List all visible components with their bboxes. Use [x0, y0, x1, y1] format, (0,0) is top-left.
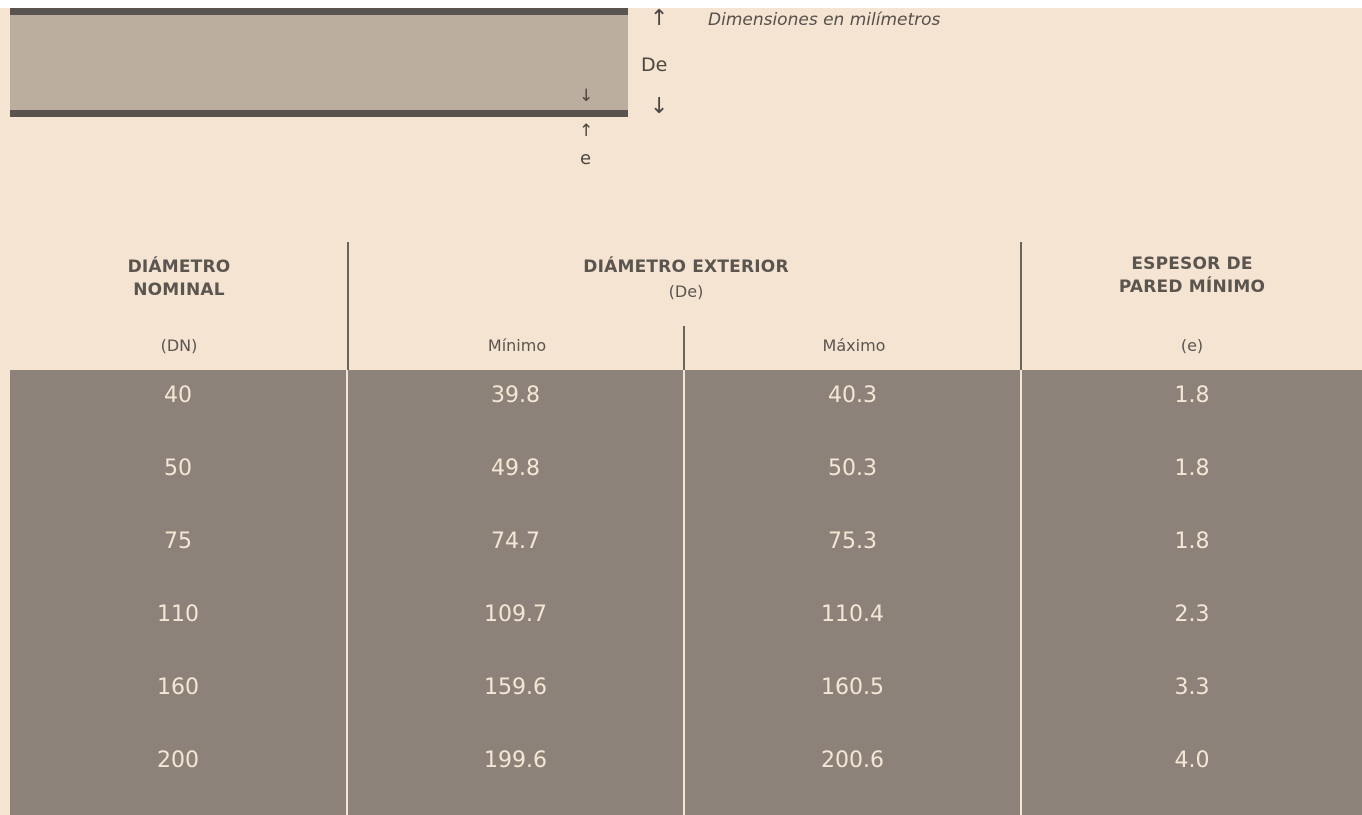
cell-dn: 50 [164, 456, 192, 481]
pipe-wall-top [10, 8, 628, 15]
table-body [10, 370, 1362, 815]
cell-de-max: 160.5 [821, 675, 884, 700]
e-label: e [580, 148, 592, 169]
cell-de-min: 159.6 [484, 675, 547, 700]
header-espesor-line-2: PARED MÍNIMO [1118, 277, 1266, 297]
cell-e: 1.8 [1174, 383, 1210, 408]
header-nominal-symbol: (DN) [160, 336, 198, 355]
header-nominal-line-1: DIÁMETRO [127, 257, 231, 277]
header-espesor: ESPESOR DE PARED MÍNIMO [1022, 253, 1362, 299]
header-espesor-symbol: (e) [1180, 336, 1204, 355]
cell-dn: 75 [164, 529, 192, 554]
header-nominal-line-2: NOMINAL [133, 280, 225, 300]
header-exterior-symbol: (De) [668, 282, 704, 301]
cell-e: 3.3 [1174, 675, 1210, 700]
cell-de-min: 39.8 [491, 383, 540, 408]
cell-dn: 110 [157, 602, 199, 627]
cell-de-min: 49.8 [491, 456, 540, 481]
de-arrow-up-icon: ↑ [650, 6, 669, 31]
body-divider-3 [1020, 370, 1022, 815]
cell-dn: 40 [164, 383, 192, 408]
body-divider-1 [346, 370, 348, 815]
cell-de-max: 50.3 [828, 456, 877, 481]
header-minimo: Mínimo [487, 336, 547, 355]
cell-e: 1.8 [1174, 456, 1210, 481]
header-divider-3 [1020, 242, 1022, 370]
cell-e: 1.8 [1174, 529, 1210, 554]
cell-dn: 200 [157, 748, 199, 773]
header-divider-1 [347, 242, 349, 370]
units-note: Dimensiones en milímetros [708, 10, 941, 30]
cell-e: 4.0 [1174, 748, 1210, 773]
header-espesor-line-1: ESPESOR DE [1131, 254, 1253, 274]
cell-de-min: 74.7 [491, 529, 540, 554]
cell-de-max: 75.3 [828, 529, 877, 554]
e-arrow-up-icon: ↑ [579, 121, 594, 141]
cell-e: 2.3 [1174, 602, 1210, 627]
pipe-section-fill [10, 13, 628, 113]
pipe-wall-bottom [10, 110, 628, 117]
header-divider-2 [683, 326, 685, 370]
cell-de-max: 200.6 [821, 748, 884, 773]
header-maximo: Máximo [822, 336, 886, 355]
de-arrow-down-icon: ↓ [650, 94, 669, 119]
cell-de-min: 109.7 [484, 602, 547, 627]
cell-de-min: 199.6 [484, 748, 547, 773]
cell-de-max: 110.4 [821, 602, 884, 627]
de-label: De [641, 54, 668, 76]
header-exterior: DIÁMETRO EXTERIOR [583, 257, 789, 277]
e-arrow-down-icon: ↓ [579, 86, 594, 106]
header-nominal: DIÁMETRO NOMINAL [10, 256, 348, 302]
cell-dn: 160 [157, 675, 199, 700]
body-divider-2 [683, 370, 685, 815]
cell-de-max: 40.3 [828, 383, 877, 408]
